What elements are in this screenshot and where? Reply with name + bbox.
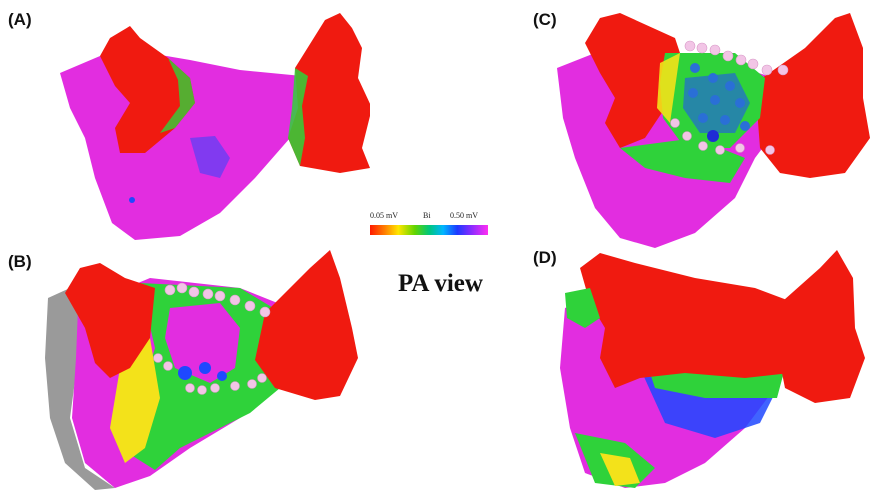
- panel-a-left-edge-green: [160, 58, 195, 133]
- panel-b-voltage-map: [45, 250, 358, 490]
- panel-a-body: [60, 48, 310, 240]
- panel-b-left-appendage: [65, 263, 155, 378]
- panel-b-gray-wall: [45, 288, 115, 490]
- voltage-color-scale: 0.05 mV Bi 0.50 mV: [370, 211, 488, 247]
- panel-c-right-appendage: [755, 13, 870, 178]
- panel-d-lower-yellow: [600, 453, 640, 486]
- panel-d-right-appendage: [775, 250, 865, 403]
- panel-c-blue-markers: [688, 63, 750, 142]
- panel-a-right-edge-band: [288, 68, 308, 166]
- scale-mid-label: Bi: [423, 211, 431, 220]
- panel-c-label: (C): [533, 10, 557, 29]
- panel-d-left-green-patch: [565, 288, 600, 328]
- panel-b-label: (B): [8, 252, 32, 271]
- panel-b-pink-markers: [153, 282, 271, 395]
- panel-b-center-patch: [165, 303, 240, 383]
- scale-gradient-bar: [370, 225, 488, 235]
- panel-d-red-region: [580, 253, 800, 388]
- panel-a-right-appendage: [288, 13, 370, 173]
- panel-c-voltage-map: [557, 13, 870, 248]
- panel-c-pink-markers: [670, 40, 789, 155]
- panel-d-voltage-map: [560, 250, 865, 488]
- panel-b-blue-dot: [199, 362, 211, 374]
- panel-a-blue-patch: [190, 136, 230, 178]
- panel-b-right-appendage: [255, 250, 358, 400]
- scale-min-label: 0.05 mV: [370, 211, 398, 220]
- panel-a-label: (A): [8, 10, 32, 29]
- panel-b-blue-dot: [217, 371, 227, 381]
- scale-max-label: 0.50 mV: [450, 211, 478, 220]
- panel-a-voltage-map: [60, 13, 370, 240]
- panel-a-blue-dot: [129, 197, 135, 203]
- panel-b-blue-dot: [178, 366, 192, 380]
- panel-c-yellow-ring: [657, 53, 680, 123]
- panel-c-lower-green: [620, 138, 745, 183]
- panel-d-label: (D): [533, 248, 557, 267]
- panel-c-left-appendage: [585, 13, 685, 148]
- view-label: PA view: [398, 270, 483, 297]
